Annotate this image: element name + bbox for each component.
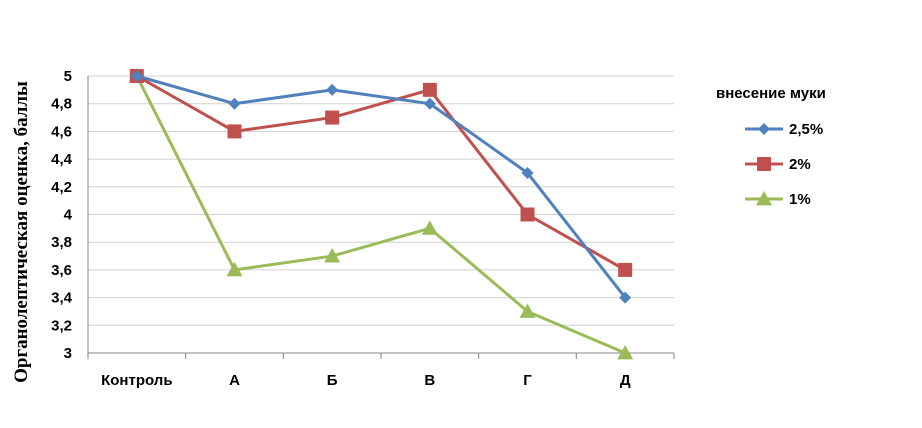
y-tick-label: 3,6 bbox=[51, 262, 72, 279]
x-tick-label: А bbox=[229, 372, 240, 389]
data-point bbox=[423, 97, 436, 110]
y-tick-label: 3,8 bbox=[51, 234, 72, 251]
y-tick-label: 4,8 bbox=[51, 96, 72, 113]
legend: внесение муки 2,5% 2% 1% bbox=[716, 85, 826, 208]
legend-item: 2% bbox=[745, 156, 811, 173]
data-point bbox=[618, 262, 633, 277]
series-group bbox=[128, 68, 634, 360]
data-point bbox=[324, 248, 341, 263]
legend-title: внесение муки bbox=[716, 85, 826, 102]
legend-item: 2,5% bbox=[745, 121, 823, 138]
x-tick-label: Д bbox=[620, 372, 631, 389]
series-1 bbox=[130, 70, 632, 304]
data-point bbox=[421, 220, 438, 235]
series-line bbox=[136, 74, 626, 272]
legend-marker bbox=[758, 123, 770, 135]
data-point bbox=[519, 303, 536, 318]
data-point bbox=[130, 70, 143, 82]
series-3 bbox=[128, 68, 634, 360]
y-tick-label: 4 bbox=[64, 207, 73, 224]
gridlines bbox=[87, 75, 675, 359]
y-axis-label: Органолептическая оценка, баллы bbox=[11, 81, 32, 383]
x-tick-label: Г bbox=[523, 372, 532, 389]
legend-item: 1% bbox=[745, 191, 811, 208]
legend-marker bbox=[757, 157, 771, 171]
series-2 bbox=[129, 69, 633, 277]
data-point bbox=[227, 124, 242, 139]
x-tick-label: Б bbox=[327, 372, 338, 389]
data-point bbox=[228, 97, 241, 110]
y-tick-label: 4,4 bbox=[51, 151, 73, 168]
y-tick-label: 4,2 bbox=[51, 179, 72, 196]
x-tick-label: Контроль bbox=[101, 372, 172, 389]
y-tick-label: 3,4 bbox=[51, 290, 73, 307]
y-tick-label: 3,2 bbox=[51, 317, 72, 334]
legend-label: 2,5% bbox=[789, 121, 823, 138]
data-point bbox=[325, 110, 340, 125]
data-point bbox=[226, 261, 243, 277]
legend-label: 1% bbox=[789, 191, 811, 208]
y-tick-labels: 3 3,2 3,4 3,6 3,8 4 4,2 4,4 4,6 4,8 5 bbox=[51, 68, 73, 362]
x-tick-labels: Контроль А Б В Г Д bbox=[101, 372, 631, 389]
y-tick-label: 5 bbox=[64, 68, 72, 85]
series-line bbox=[136, 74, 627, 299]
legend-label: 2% bbox=[789, 156, 811, 173]
data-point bbox=[617, 345, 634, 360]
data-point bbox=[520, 207, 535, 222]
y-tick-label: 4,6 bbox=[51, 123, 72, 140]
data-point bbox=[619, 291, 632, 304]
data-point bbox=[521, 166, 534, 179]
legend-marker bbox=[756, 191, 772, 206]
x-tick-label: В bbox=[424, 372, 435, 389]
y-tick-label: 3 bbox=[64, 345, 72, 362]
data-point bbox=[326, 83, 339, 96]
data-point bbox=[422, 82, 437, 97]
series-line bbox=[135, 75, 626, 355]
